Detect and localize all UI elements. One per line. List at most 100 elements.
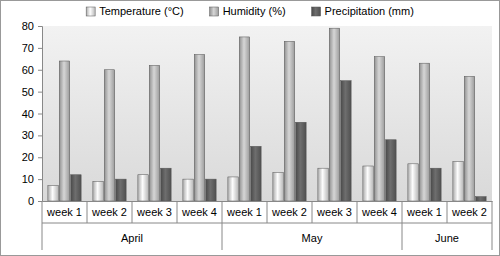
bar [374, 57, 384, 201]
x-tick-label: week 2 [271, 206, 307, 218]
series-bars [71, 81, 486, 201]
y-tick-mark [38, 26, 42, 27]
y-tick: 0 [28, 195, 42, 207]
x-tick: week 3 [316, 206, 352, 218]
x-tick-label: week 3 [316, 206, 352, 218]
y-tick-label: 60 [22, 64, 34, 76]
bar [296, 122, 306, 201]
bar [408, 164, 418, 201]
separator [402, 201, 403, 250]
x-tick: week 1 [406, 206, 442, 218]
y-tick-label: 80 [22, 20, 34, 32]
x-tick-label: week 1 [226, 206, 262, 218]
bar [453, 162, 463, 201]
x-tick: week 4 [361, 206, 397, 218]
bar [183, 179, 193, 201]
x-tick-label: week 1 [46, 206, 82, 218]
y-tick: 80 [22, 20, 42, 32]
y-axis: 01020304050607080 [22, 20, 43, 207]
y-axis-line [38, 27, 43, 202]
bar [284, 41, 294, 201]
y-tick: 30 [22, 129, 42, 141]
legend-label: Precipitation (mm) [325, 5, 414, 17]
bar [93, 181, 103, 201]
separator [222, 201, 223, 250]
series-bars [59, 28, 474, 201]
y-tick-label: 30 [22, 129, 34, 141]
y-tick-mark [38, 114, 42, 115]
bar [464, 76, 474, 201]
legend-item: Temperature (°C) [86, 5, 183, 17]
x-tick: week 1 [226, 206, 262, 218]
bar [239, 37, 249, 201]
bar [59, 61, 69, 201]
legend-swatch [312, 7, 321, 16]
chart: 01020304050607080week 1week 2week 3week … [0, 0, 500, 256]
separator [447, 201, 448, 223]
legend-item: Precipitation (mm) [312, 5, 414, 17]
x-tick-label: week 2 [451, 206, 487, 218]
y-tick: 50 [22, 86, 42, 98]
x-tick: week 3 [136, 206, 172, 218]
y-tick-mark [38, 201, 42, 202]
bar [149, 65, 159, 201]
bar [138, 175, 148, 201]
bar [161, 168, 171, 201]
bar [48, 186, 58, 201]
y-tick-mark [38, 70, 42, 71]
bar [329, 28, 339, 201]
legend-label: Temperature (°C) [99, 5, 183, 17]
group-label: May [302, 232, 323, 244]
x-tick: week 4 [181, 206, 217, 218]
y-tick-mark [38, 92, 42, 93]
y-tick-label: 10 [22, 173, 34, 185]
separator [132, 201, 133, 223]
bar [386, 140, 396, 201]
legend: Temperature (°C) Humidity (%) Precipitatio… [86, 5, 414, 17]
x-tick: week 2 [91, 206, 127, 218]
separator [267, 201, 268, 223]
y-tick: 10 [22, 173, 42, 185]
bar [363, 166, 373, 201]
plot-background [42, 26, 492, 201]
bar [116, 179, 126, 201]
category-separators [42, 201, 492, 250]
y-tick: 70 [22, 42, 42, 54]
x-tick: week 2 [271, 206, 307, 218]
y-tick: 60 [22, 64, 42, 76]
bar [228, 177, 238, 201]
group-label: June [435, 232, 459, 244]
x-tick-label: week 1 [406, 206, 442, 218]
x-tick-label: week 4 [361, 206, 397, 218]
bar [206, 179, 216, 201]
x-tick-label: week 3 [136, 206, 172, 218]
y-tick-mark [38, 179, 42, 180]
chart-frame [1, 1, 500, 256]
bar [318, 168, 328, 201]
legend-swatch [86, 7, 95, 16]
bar [431, 168, 441, 201]
separator [177, 201, 178, 223]
y-tick-label: 70 [22, 42, 34, 54]
x-tick: week 1 [46, 206, 82, 218]
y-tick-mark [38, 157, 42, 158]
separator [87, 201, 88, 223]
y-tick-mark [38, 135, 42, 136]
y-tick-label: 0 [28, 195, 34, 207]
separator [42, 223, 492, 224]
separator [312, 201, 313, 223]
bar [476, 197, 486, 201]
legend-label: Humidity (%) [223, 5, 286, 17]
bar [341, 81, 351, 201]
legend-item: Humidity (%) [210, 5, 286, 17]
separator [357, 201, 358, 223]
y-tick: 20 [22, 151, 42, 163]
separator [42, 201, 43, 250]
bar [251, 146, 261, 201]
x-tick-label: week 2 [91, 206, 127, 218]
group-labels: AprilMayJune [121, 232, 459, 244]
bars [48, 28, 486, 201]
bar [194, 54, 204, 201]
y-tick-label: 20 [22, 151, 34, 163]
bar [71, 175, 81, 201]
